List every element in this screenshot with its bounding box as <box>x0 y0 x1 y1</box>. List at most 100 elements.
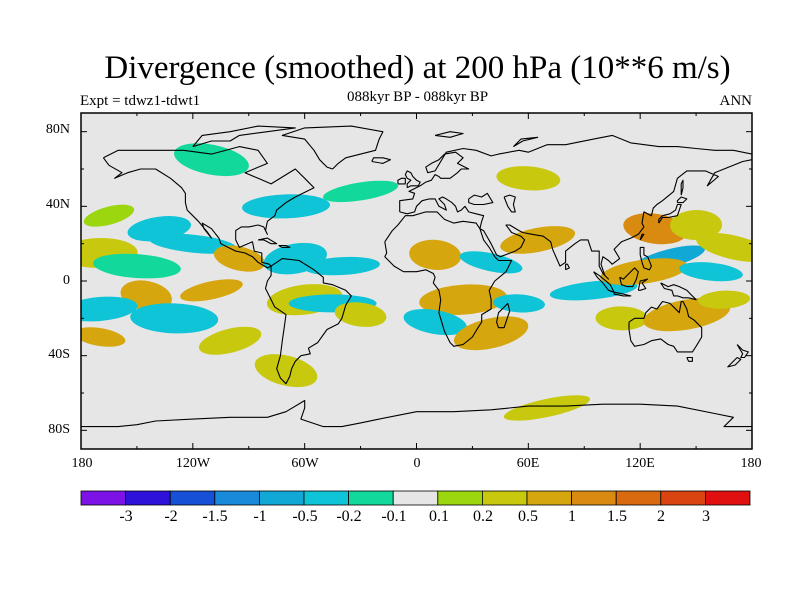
colorbar-swatch <box>392 490 439 506</box>
coastline <box>399 134 752 280</box>
coastline <box>680 179 684 196</box>
colorbar-swatch <box>526 490 572 506</box>
colorbar-label: 1.5 <box>607 508 627 525</box>
divergence-cell <box>81 327 126 347</box>
divergence-cell <box>323 180 399 203</box>
coastline <box>257 237 278 245</box>
colorbar-swatch <box>615 490 662 506</box>
divergence-cell <box>623 213 687 245</box>
colorbar-swatch <box>169 490 216 506</box>
colorbar-label: -3 <box>119 508 133 525</box>
divergence-cell <box>493 294 545 313</box>
divergence-cell <box>180 279 243 302</box>
coastline <box>736 344 749 359</box>
colorbar-swatch <box>214 490 260 506</box>
divergence-cell <box>81 296 138 322</box>
lon-tick-label: 60W <box>291 456 319 471</box>
divergence-cell <box>303 256 380 276</box>
coastline <box>686 356 693 362</box>
coastline <box>513 136 539 148</box>
coastline <box>397 177 406 185</box>
colorbar-swatch <box>80 490 126 506</box>
colorbar-swatch <box>303 490 349 506</box>
coastline <box>434 131 464 138</box>
coastline <box>593 271 615 293</box>
coastline <box>468 192 494 206</box>
divergence-cell <box>698 290 751 309</box>
divergence-cell <box>453 316 529 351</box>
colorbar-swatch <box>660 490 706 506</box>
colorbar-swatch <box>481 490 528 506</box>
coastline <box>404 170 421 189</box>
coastline-layer <box>81 125 752 428</box>
colorbar-label: -0.1 <box>381 508 407 525</box>
colorbar-swatch <box>125 490 171 506</box>
lat-tick-label: 80S <box>48 422 70 437</box>
coastline <box>660 282 697 301</box>
divergence-cell <box>459 251 523 274</box>
lon-tick-label: 180 <box>740 456 762 471</box>
divergence-cell <box>419 284 508 315</box>
colorbar-swatch <box>258 490 305 506</box>
colorbar-label: 3 <box>702 508 710 525</box>
coastline <box>676 196 688 204</box>
coastline <box>278 244 291 248</box>
time-period-subtitle: 088kyr BP - 088kyr BP <box>346 89 489 105</box>
divergence-cell <box>679 262 743 282</box>
colorbar-label: 2 <box>657 508 665 525</box>
colorbar-swatch <box>571 490 617 506</box>
coastline <box>81 399 752 428</box>
colorbar-swatch <box>437 490 483 506</box>
coastline <box>384 211 513 347</box>
season-label: ANN <box>719 93 753 109</box>
coastline <box>496 302 511 329</box>
lat-tick-label: 80N <box>45 122 70 137</box>
colorbar-label: -2 <box>164 508 178 525</box>
divergence-cell <box>409 239 462 270</box>
lon-tick-label: 0 <box>413 456 421 471</box>
colorbar-label: 1 <box>568 508 576 525</box>
divergence-cell <box>334 302 387 327</box>
divergence-cell <box>500 226 576 254</box>
colorbar-swatch <box>348 490 394 506</box>
divergence-cell <box>496 166 561 191</box>
divergence-cell <box>198 326 262 355</box>
coastline <box>619 267 639 288</box>
coastline <box>639 233 645 241</box>
coastline <box>102 146 315 269</box>
colorbar <box>80 490 751 506</box>
axis-ticks <box>80 113 753 449</box>
divergence-cell <box>83 204 135 227</box>
divergence-cell <box>254 354 318 388</box>
coastline <box>658 203 682 224</box>
lat-tick-label: 40S <box>48 347 70 362</box>
divergence-cell <box>595 306 648 331</box>
lat-tick-label: 40N <box>45 197 70 212</box>
divergence-cell <box>503 395 591 421</box>
divergence-cell <box>242 194 331 219</box>
divergence-cell <box>93 253 181 279</box>
divergence-cell <box>403 309 467 336</box>
divergence-cell <box>130 303 219 334</box>
divergence-cell <box>549 280 638 301</box>
lon-tick-label: 60E <box>516 456 540 471</box>
colorbar-label: -0.2 <box>336 508 362 525</box>
colorbar-label: -1.5 <box>202 508 228 525</box>
experiment-label: Expt = tdwz1-tdwt1 <box>80 93 201 109</box>
colorbar-label: 0.2 <box>473 508 493 525</box>
coastline <box>192 125 296 148</box>
lat-tick-label: 0 <box>63 273 70 288</box>
colorbar-label: 0.5 <box>518 508 538 525</box>
lon-tick-label: 180 <box>71 456 93 471</box>
coastline <box>565 263 570 271</box>
coastline <box>281 125 384 170</box>
coastline <box>727 357 742 368</box>
colorbar-label: 0.1 <box>429 508 449 525</box>
divergence-cell <box>149 233 237 254</box>
coastline <box>637 278 649 291</box>
divergence-fill-layer <box>81 143 752 421</box>
divergence-cell <box>670 209 723 241</box>
coastline <box>613 291 632 297</box>
coastline <box>628 300 703 353</box>
